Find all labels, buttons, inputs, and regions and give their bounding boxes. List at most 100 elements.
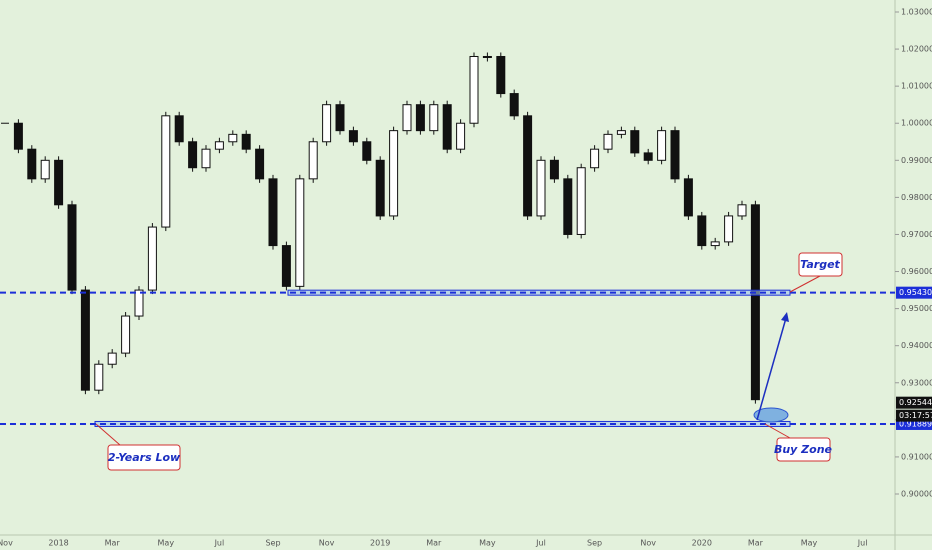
candle (295, 178, 305, 287)
x-tick-label: Mar (748, 539, 764, 548)
y-tick-label: 1.00000 (901, 119, 932, 128)
candle (724, 215, 734, 243)
y-tick-label: 0.96000 (901, 267, 932, 276)
y-tick-label: 0.97000 (901, 230, 932, 239)
candle (121, 315, 131, 354)
candle (80, 289, 90, 391)
annotation-box (107, 444, 181, 471)
candle (456, 122, 466, 150)
x-tick-label: 2020 (692, 539, 712, 548)
candle (174, 115, 184, 143)
x-tick-label: Jul (535, 539, 546, 548)
y-tick-label: 0.91000 (901, 452, 932, 461)
candle (563, 178, 573, 235)
candle (362, 141, 372, 161)
candle (308, 141, 318, 180)
candle (683, 178, 693, 217)
y-tick-label: 0.95000 (901, 304, 932, 313)
price-tag-label: 0.91889 (899, 419, 932, 428)
candle (268, 178, 278, 247)
candle (737, 204, 747, 217)
x-tick-label: Jul (214, 539, 225, 548)
drawings: Target 2-Years Low Buy Zone (95, 252, 843, 471)
countdown-box (896, 409, 932, 422)
candle (750, 204, 760, 401)
candle (576, 167, 586, 235)
candle (429, 104, 439, 132)
candle (616, 130, 626, 135)
candle (442, 104, 452, 150)
annotation-box (776, 437, 831, 462)
x-tick-label: May (158, 539, 175, 548)
x-tick-label: Nov (0, 539, 13, 548)
candle (348, 130, 358, 143)
candle (255, 148, 265, 180)
candle (496, 55, 506, 95)
candle (188, 141, 198, 169)
y-tick-label: 1.03000 (901, 8, 932, 17)
y-tick-label: 0.99000 (901, 156, 932, 165)
candle (549, 159, 559, 180)
candle (201, 148, 211, 169)
price-tag (896, 286, 932, 299)
candle (469, 55, 479, 124)
candle (536, 159, 546, 217)
annotation: Buy Zone (774, 443, 833, 456)
candle (375, 159, 385, 217)
x-tick-label: Mar (105, 539, 121, 548)
candle (94, 363, 104, 391)
candle (54, 159, 64, 206)
candle (67, 204, 77, 291)
candle (322, 104, 332, 143)
price-tag-label: 0.95430 (899, 288, 932, 297)
candle (590, 148, 600, 169)
candle (643, 152, 653, 161)
price-tag-label: 0.92544 (899, 398, 932, 407)
candle (161, 115, 171, 228)
arrow (756, 317, 787, 421)
countdown: 03:17:57 (899, 411, 932, 420)
candle (228, 133, 238, 143)
x-tick-label: Nov (640, 539, 656, 548)
y-tick-label: 0.93000 (901, 378, 932, 387)
y-tick-label: 1.01000 (901, 82, 932, 91)
connector (764, 423, 791, 439)
arrow-head (781, 312, 789, 322)
candle (214, 141, 224, 150)
candle (523, 115, 533, 217)
buy-zone-ellipse (753, 407, 789, 423)
candle (13, 122, 23, 150)
candle (670, 130, 680, 180)
candle (241, 133, 251, 150)
candle (389, 130, 399, 217)
candle (402, 104, 412, 132)
candle (415, 104, 425, 132)
x-tick-label: 2018 (48, 539, 68, 548)
x-tick-label: Nov (319, 539, 335, 548)
x-tick-label: Sep (587, 539, 602, 548)
candle (107, 352, 117, 365)
candle (27, 148, 37, 180)
annotation: 2-Years Low (108, 451, 181, 464)
candle (335, 104, 345, 132)
x-tick-label: Jul (857, 539, 868, 548)
connector (789, 275, 821, 293)
candle (40, 159, 50, 180)
plot: 0.900000.910000.920000.930000.940000.950… (0, 8, 932, 548)
candle (697, 215, 707, 247)
annotation: Target (800, 258, 840, 271)
y-tick-label: 0.90000 (901, 490, 932, 499)
candle (147, 226, 157, 291)
annotation-box (798, 252, 843, 277)
candle (603, 133, 613, 150)
y-tick-label: 0.94000 (901, 341, 932, 350)
x-tick-label: Mar (426, 539, 442, 548)
y-tick-label: 1.02000 (901, 45, 932, 54)
candle (509, 93, 519, 117)
x-tick-label: 2019 (370, 539, 390, 548)
candle (657, 130, 667, 161)
x-tick-label: May (801, 539, 818, 548)
candle (281, 245, 291, 287)
